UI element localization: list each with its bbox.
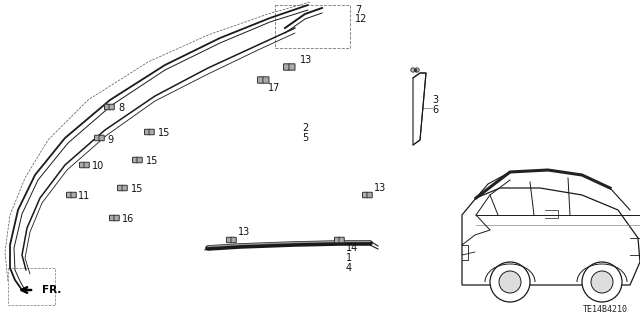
- FancyBboxPatch shape: [84, 162, 89, 168]
- Text: 8: 8: [118, 103, 124, 113]
- FancyBboxPatch shape: [257, 77, 264, 83]
- Text: 11: 11: [78, 191, 90, 201]
- Circle shape: [411, 68, 415, 72]
- FancyBboxPatch shape: [137, 157, 142, 163]
- FancyBboxPatch shape: [132, 157, 138, 163]
- Text: 13: 13: [238, 227, 250, 237]
- Text: FR.: FR.: [42, 285, 61, 295]
- Circle shape: [415, 68, 419, 72]
- FancyBboxPatch shape: [79, 162, 84, 168]
- Text: 12: 12: [355, 14, 367, 24]
- Text: 15: 15: [158, 128, 170, 138]
- FancyBboxPatch shape: [362, 192, 368, 198]
- Text: TE14B4210: TE14B4210: [583, 305, 628, 314]
- Text: 13: 13: [300, 55, 312, 65]
- Circle shape: [490, 262, 530, 302]
- FancyBboxPatch shape: [289, 64, 295, 70]
- Text: 14: 14: [346, 243, 358, 253]
- FancyBboxPatch shape: [339, 237, 344, 243]
- FancyBboxPatch shape: [335, 237, 340, 243]
- FancyBboxPatch shape: [122, 185, 127, 191]
- Text: 15: 15: [146, 156, 158, 166]
- FancyBboxPatch shape: [231, 237, 236, 243]
- Text: 1: 1: [346, 253, 352, 263]
- Text: 4: 4: [346, 263, 352, 273]
- FancyBboxPatch shape: [263, 77, 269, 83]
- FancyBboxPatch shape: [71, 192, 76, 198]
- FancyBboxPatch shape: [99, 135, 104, 141]
- Circle shape: [582, 262, 622, 302]
- Text: 10: 10: [92, 161, 104, 171]
- Text: 2: 2: [302, 123, 308, 133]
- FancyBboxPatch shape: [104, 104, 109, 110]
- FancyBboxPatch shape: [95, 135, 100, 141]
- Circle shape: [591, 271, 613, 293]
- Text: 13: 13: [374, 183, 387, 193]
- Text: 17: 17: [268, 83, 280, 93]
- FancyBboxPatch shape: [114, 215, 119, 221]
- FancyBboxPatch shape: [149, 129, 154, 135]
- Text: 9: 9: [107, 135, 113, 145]
- FancyBboxPatch shape: [67, 192, 72, 198]
- Text: 6: 6: [432, 105, 438, 115]
- Text: 5: 5: [302, 133, 308, 143]
- FancyBboxPatch shape: [109, 104, 115, 110]
- FancyBboxPatch shape: [367, 192, 372, 198]
- FancyBboxPatch shape: [109, 215, 115, 221]
- Polygon shape: [413, 73, 426, 145]
- FancyBboxPatch shape: [284, 64, 290, 70]
- Polygon shape: [462, 188, 640, 285]
- Text: 15: 15: [131, 184, 143, 194]
- FancyBboxPatch shape: [145, 129, 150, 135]
- FancyBboxPatch shape: [118, 185, 123, 191]
- Text: 7: 7: [355, 5, 361, 15]
- FancyBboxPatch shape: [227, 237, 232, 243]
- Circle shape: [499, 271, 521, 293]
- Text: 3: 3: [432, 95, 438, 105]
- Text: 16: 16: [122, 214, 134, 224]
